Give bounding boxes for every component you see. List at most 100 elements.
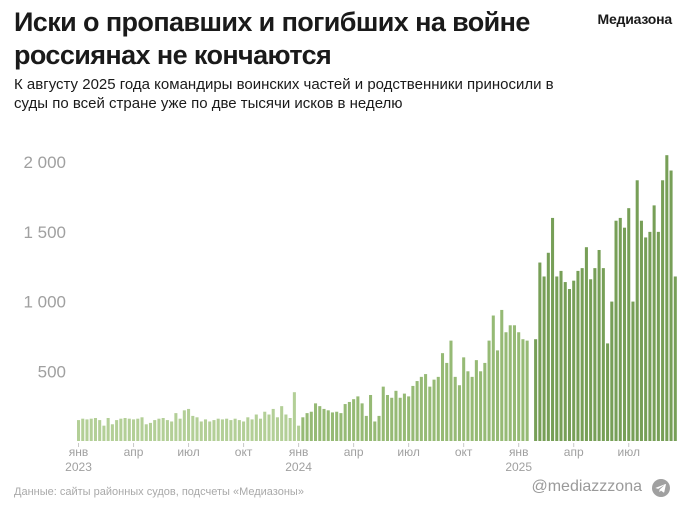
bar-2023 [123,418,127,441]
y-tick-label: 2 000 [23,153,66,172]
y-tick-label: 1 500 [23,223,66,242]
bar-2025 [656,231,660,441]
bar-2025 [576,270,580,441]
bar-2025 [644,237,648,441]
bar-2024 [415,381,419,441]
bar-2024 [466,371,470,441]
bar-2023 [161,418,165,441]
bar-2023 [220,419,224,441]
bar-2023 [85,419,89,441]
bar-2024 [330,412,334,441]
bar-2024 [491,315,495,441]
bar-2025 [639,220,643,441]
bar-2025 [542,276,546,441]
bar-2023 [110,424,114,441]
bar-2023 [275,417,279,441]
bar-2024 [508,325,512,441]
bar-2024 [500,309,504,441]
bar-2024 [394,390,398,441]
telegram-icon[interactable] [652,479,670,497]
bar-2025 [559,270,563,441]
bar-2025 [614,220,618,441]
bar-2023 [280,406,284,441]
x-tick-year-label: 2024 [285,460,312,474]
bar-2024 [385,394,390,441]
bar-2023 [297,425,301,441]
bar-2023 [127,418,131,441]
bar-2025 [597,249,601,441]
bar-2024 [411,385,415,441]
bar-2023 [225,418,229,441]
bar-2023 [170,421,174,441]
bar-2024 [381,386,385,442]
bar-2025 [648,231,652,441]
bar-2023 [237,420,241,441]
bar-2023 [136,418,140,441]
bar-2023 [148,422,152,442]
bar-2024 [504,332,508,441]
bar-2025 [673,276,677,441]
bar-2023 [106,418,110,441]
bar-2024 [352,399,356,441]
bar-2024 [356,396,360,441]
bar-2024 [407,396,411,441]
bar-2024 [453,376,457,441]
bar-2023 [254,414,258,441]
x-tick-label: июл [397,445,419,459]
bar-2024 [364,415,368,441]
bar-2024 [449,340,453,441]
bar-2024 [462,357,466,441]
bar-2025 [555,276,559,441]
bar-2024 [398,397,402,441]
bar-2023 [242,421,246,441]
bar-2023 [89,418,93,441]
bar-2024 [436,376,440,441]
bar-2024 [369,394,373,441]
bar-2024 [440,353,445,441]
social-handle[interactable]: @mediazzzona [531,478,642,495]
bar-2025 [631,301,635,441]
bar-2023 [140,417,144,441]
bar-2024 [419,376,423,441]
bar-2023 [182,410,186,441]
bar-2024 [377,415,381,441]
bar-2023 [233,418,237,441]
bar-2024 [318,406,322,441]
bar-2023 [216,418,220,441]
chart-subtitle: К августу 2025 года командиры воинских ч… [14,76,554,112]
bar-2024 [347,401,351,441]
bar-2023 [212,420,216,441]
bar-2025 [589,279,593,441]
bar-2024 [432,379,436,441]
brand-logo[interactable]: Медиазона [597,11,672,27]
bar-2023 [208,421,212,441]
bar-2023 [246,417,250,441]
bar-2025 [665,155,669,441]
bar-2024 [335,411,339,441]
bar-2024 [322,408,326,441]
bar-2024 [470,376,474,441]
bar-2025 [606,343,610,441]
bar-2024 [402,393,406,441]
bar-2024 [326,410,330,441]
bar-2024 [309,411,313,441]
bar-2023 [81,418,85,441]
bar-2024 [428,386,432,442]
bar-2024 [339,413,343,441]
x-tick-year-label: 2023 [65,460,92,474]
x-tick-label: апр [564,445,584,459]
bar-2023 [229,420,233,441]
bar-2023 [144,424,148,441]
bar-2025 [618,217,622,441]
x-tick-label: апр [124,445,144,459]
bar-2023 [288,418,292,441]
bar-2023 [102,425,106,441]
data-source-note: Данные: сайты районных судов, подсчеты «… [14,486,304,498]
bar-2024 [314,403,318,441]
bar-2025 [601,268,605,441]
bar-2023 [165,420,169,441]
bar-2024 [305,413,309,441]
bar-2023 [132,419,136,441]
bar-2024 [487,340,491,441]
